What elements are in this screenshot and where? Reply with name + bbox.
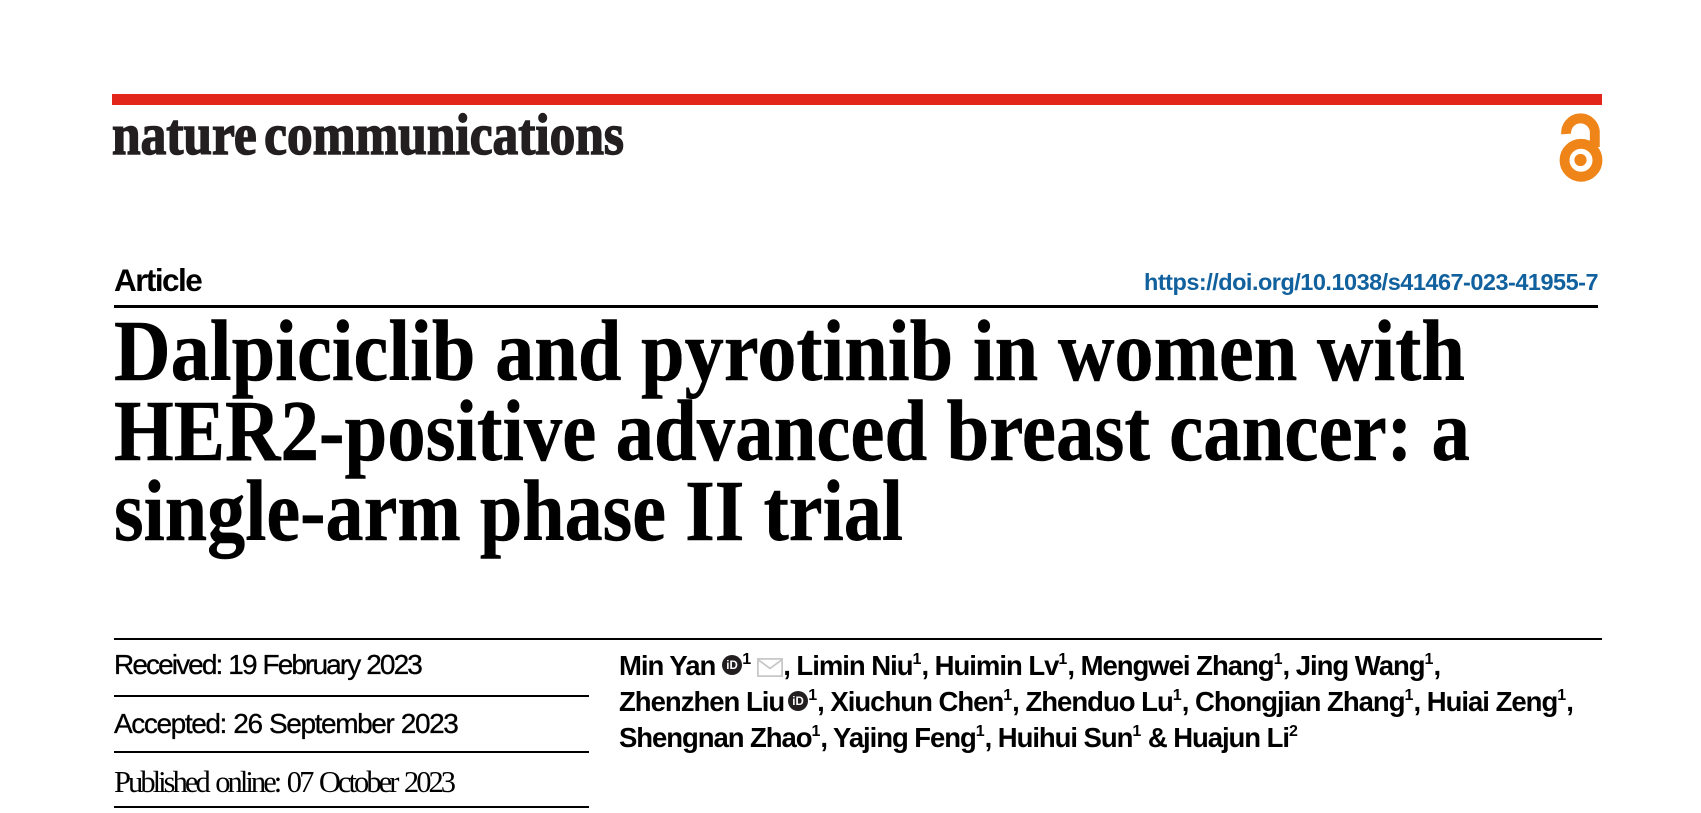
svg-text:iD: iD	[727, 660, 739, 672]
svg-text:iD: iD	[792, 696, 804, 708]
